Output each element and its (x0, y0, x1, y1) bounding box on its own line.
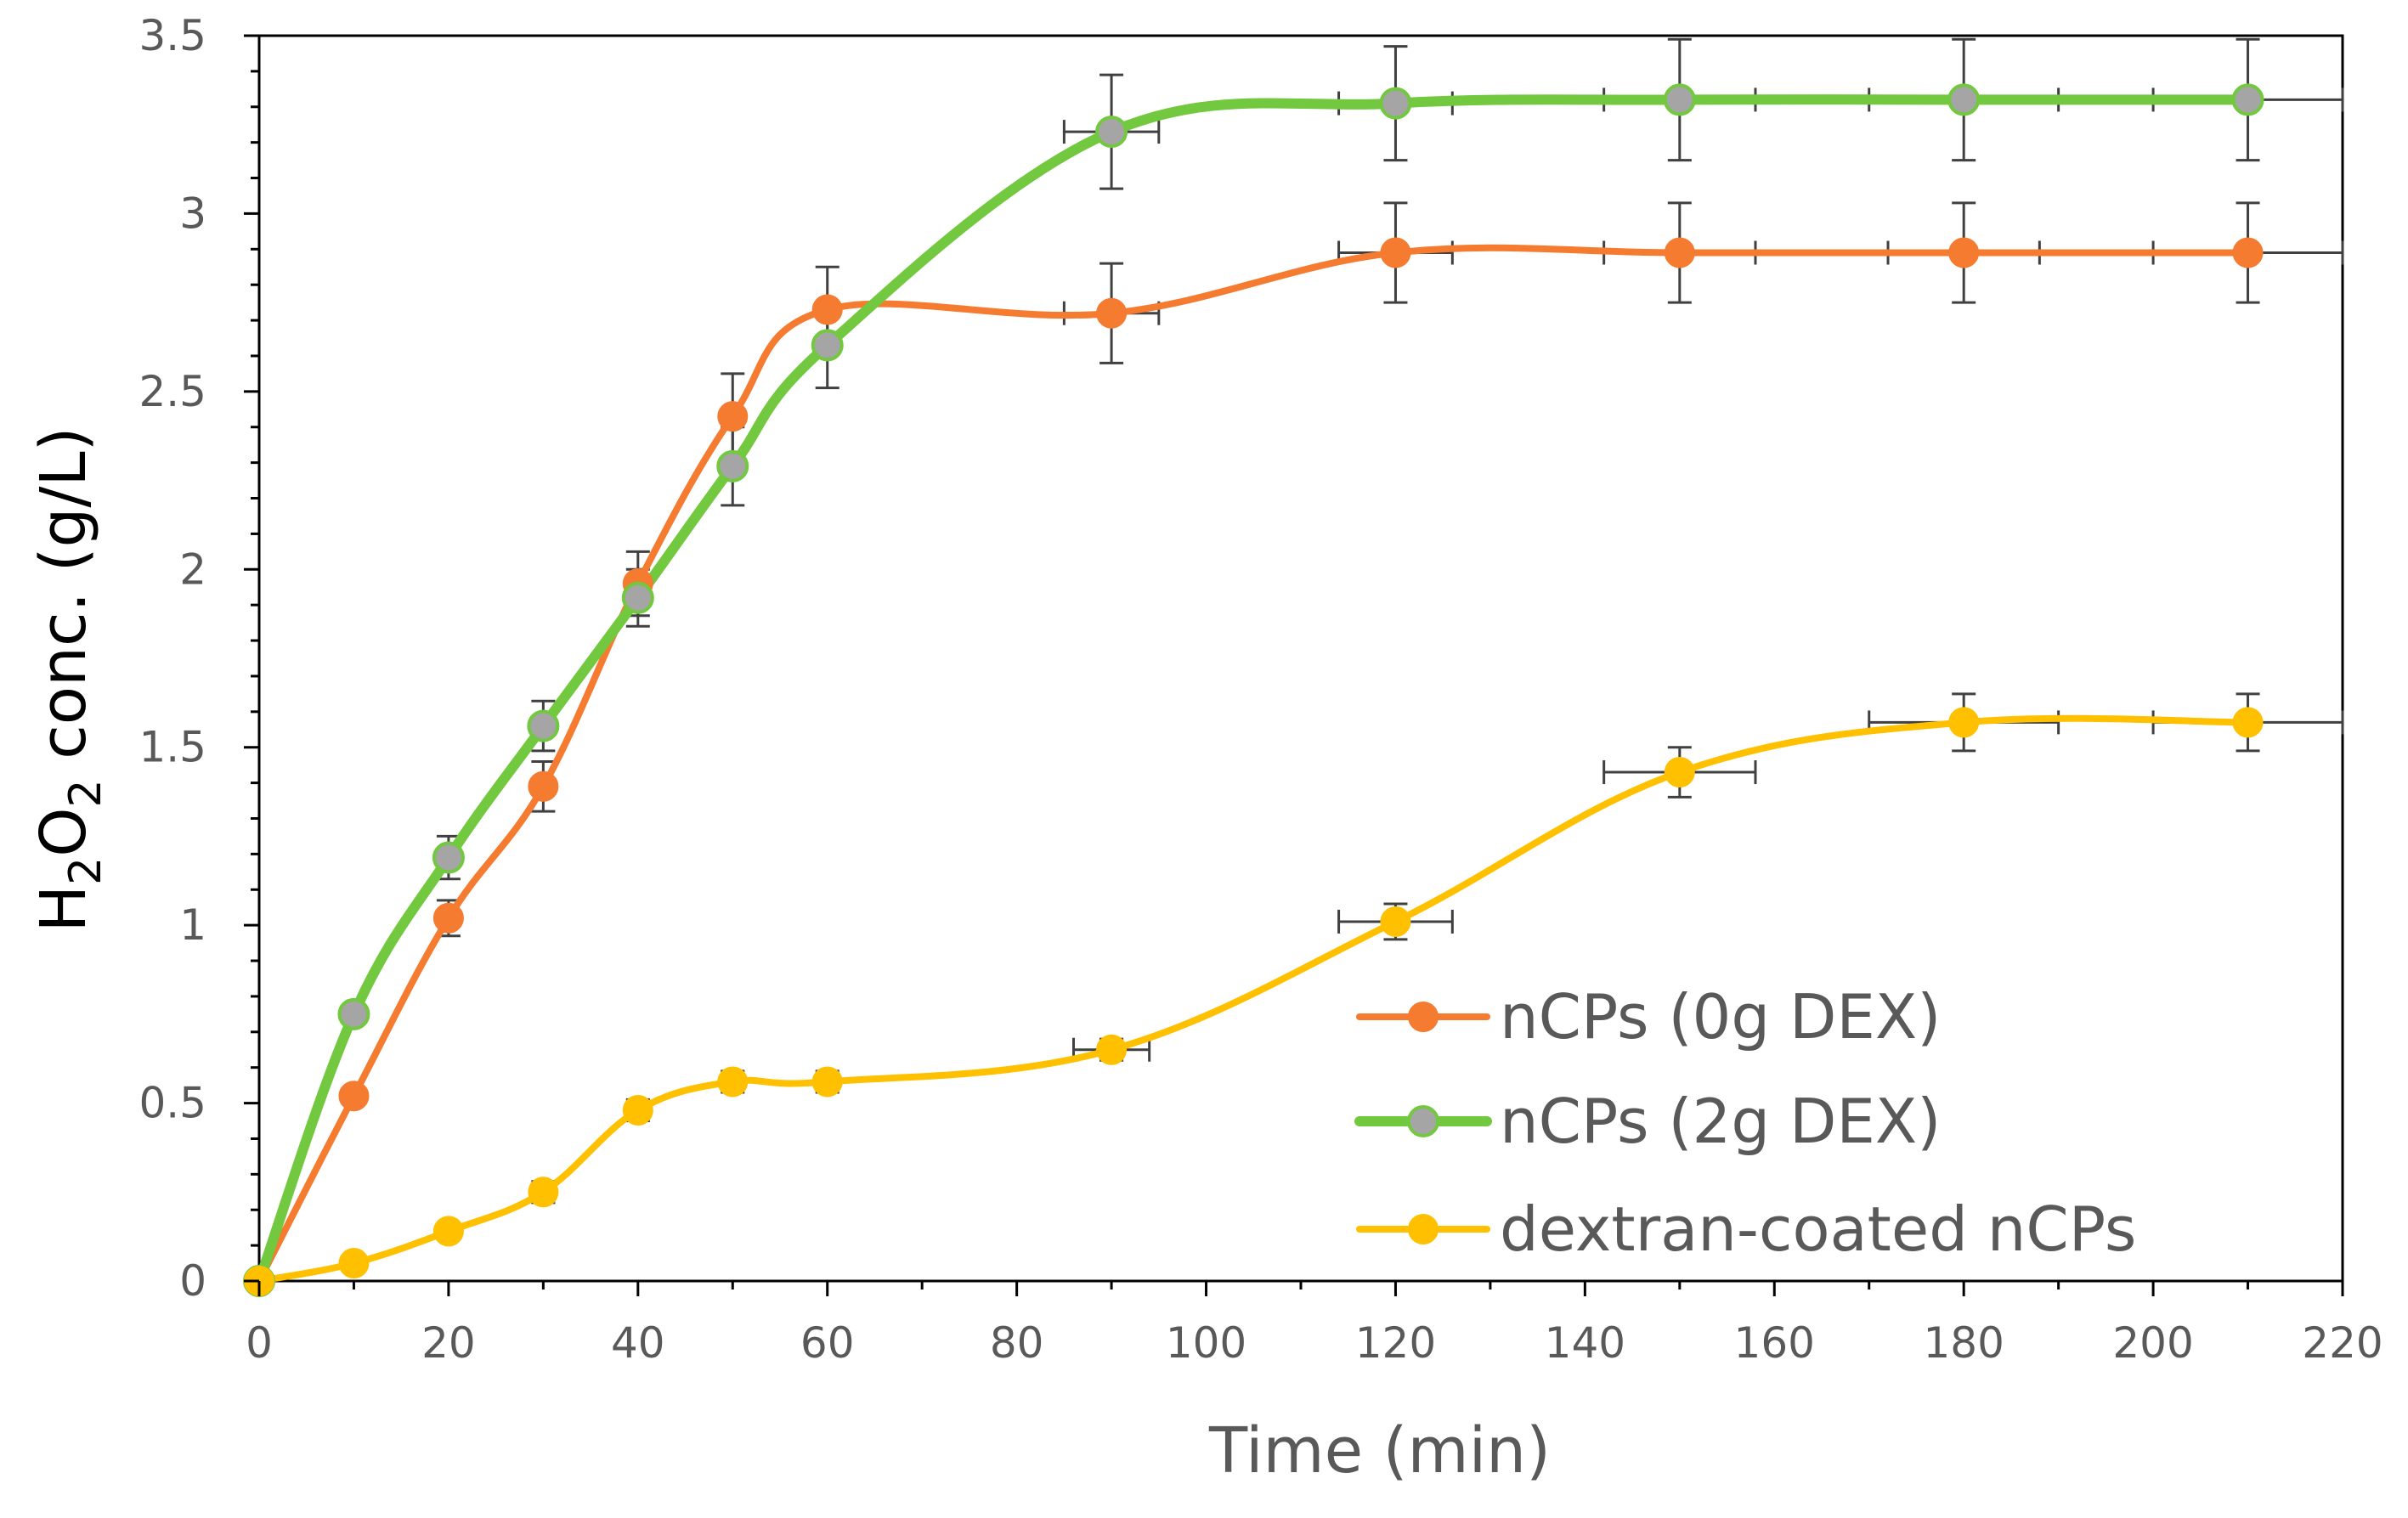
data-point (432, 902, 464, 934)
series-line (254, 94, 2253, 1286)
legend-marker (1408, 1214, 1439, 1244)
y-tick-label: 2.5 (138, 367, 206, 416)
legend: nCPs (0g DEX) nCPs (2g DEX) dextran-coated… (1354, 981, 2136, 1265)
x-tick-label: 220 (2302, 1318, 2383, 1368)
legend-marker (1407, 1105, 1439, 1137)
series-line (256, 714, 2252, 1284)
y-tick-label: 3.5 (138, 11, 206, 60)
y-tick-label: 3 (179, 189, 206, 238)
axes: 0 20 40 60 80 100 120 140 160 180 200 220 0 0.5 1 1.5 2 2… (138, 11, 2383, 1368)
data-point (1663, 83, 1696, 116)
x-tick-label: 120 (1355, 1318, 1436, 1368)
x-tick-label: 60 (800, 1318, 855, 1368)
y-tick-label: 0.5 (138, 1079, 206, 1128)
data-point (1095, 116, 1128, 149)
y-title-text: O (27, 808, 100, 857)
data-markers (243, 83, 2264, 1297)
data-point (2231, 83, 2264, 116)
data-point (337, 997, 370, 1030)
data-point (1664, 757, 1695, 788)
data-point (1664, 237, 1695, 268)
y-title-text: H (27, 885, 100, 933)
data-point (1947, 83, 1981, 116)
data-point (1948, 707, 1980, 738)
data-point (432, 1216, 464, 1247)
data-point (717, 1066, 749, 1098)
data-point (716, 449, 749, 482)
legend-marker (1408, 1002, 1439, 1032)
y-title-subscript: 2 (60, 779, 111, 807)
data-point (811, 1066, 843, 1098)
y-tick-label: 1.5 (138, 723, 206, 772)
data-point (717, 401, 749, 432)
y-tick-label: 0 (179, 1256, 206, 1306)
x-tick-label: 80 (990, 1318, 1044, 1368)
y-axis-title: H2O2 conc. (g/L) (27, 426, 111, 932)
x-tick-label: 20 (421, 1318, 476, 1368)
x-tick-label: 100 (1166, 1318, 1246, 1368)
data-point (811, 294, 843, 325)
data-point (338, 1248, 370, 1279)
legend-label: nCPs (0g DEX) (1500, 981, 1941, 1052)
y-tick-label: 2 (179, 545, 206, 594)
data-point (1380, 237, 1411, 268)
data-point (528, 1177, 559, 1208)
data-point (2232, 237, 2264, 268)
data-point (528, 770, 559, 802)
data-point (622, 1094, 653, 1126)
data-point (1380, 906, 1411, 937)
x-axis-title: Time (min) (1208, 1414, 1551, 1487)
data-point (1379, 87, 1412, 120)
data-point (338, 1081, 370, 1112)
data-point (527, 709, 560, 742)
x-tick-label: 180 (1923, 1318, 2004, 1368)
data-point (2232, 707, 2264, 738)
data-point (1096, 1034, 1128, 1065)
y-title-text: conc. (g/L) (27, 426, 100, 779)
data-point (1948, 237, 1980, 268)
data-point (621, 581, 654, 614)
x-tick-label: 200 (2112, 1318, 2193, 1368)
y-tick-label: 1 (179, 900, 206, 950)
legend-label: nCPs (2g DEX) (1500, 1086, 1941, 1157)
y-title-subscript: 2 (60, 857, 111, 885)
x-tick-label: 0 (246, 1318, 273, 1368)
x-tick-label: 140 (1545, 1318, 1625, 1368)
data-point (432, 841, 465, 874)
data-point (811, 329, 844, 362)
x-tick-label: 40 (611, 1318, 665, 1368)
legend-label: dextran-coated nCPs (1500, 1194, 2136, 1265)
x-tick-label: 160 (1734, 1318, 1815, 1368)
data-point (1096, 297, 1128, 329)
